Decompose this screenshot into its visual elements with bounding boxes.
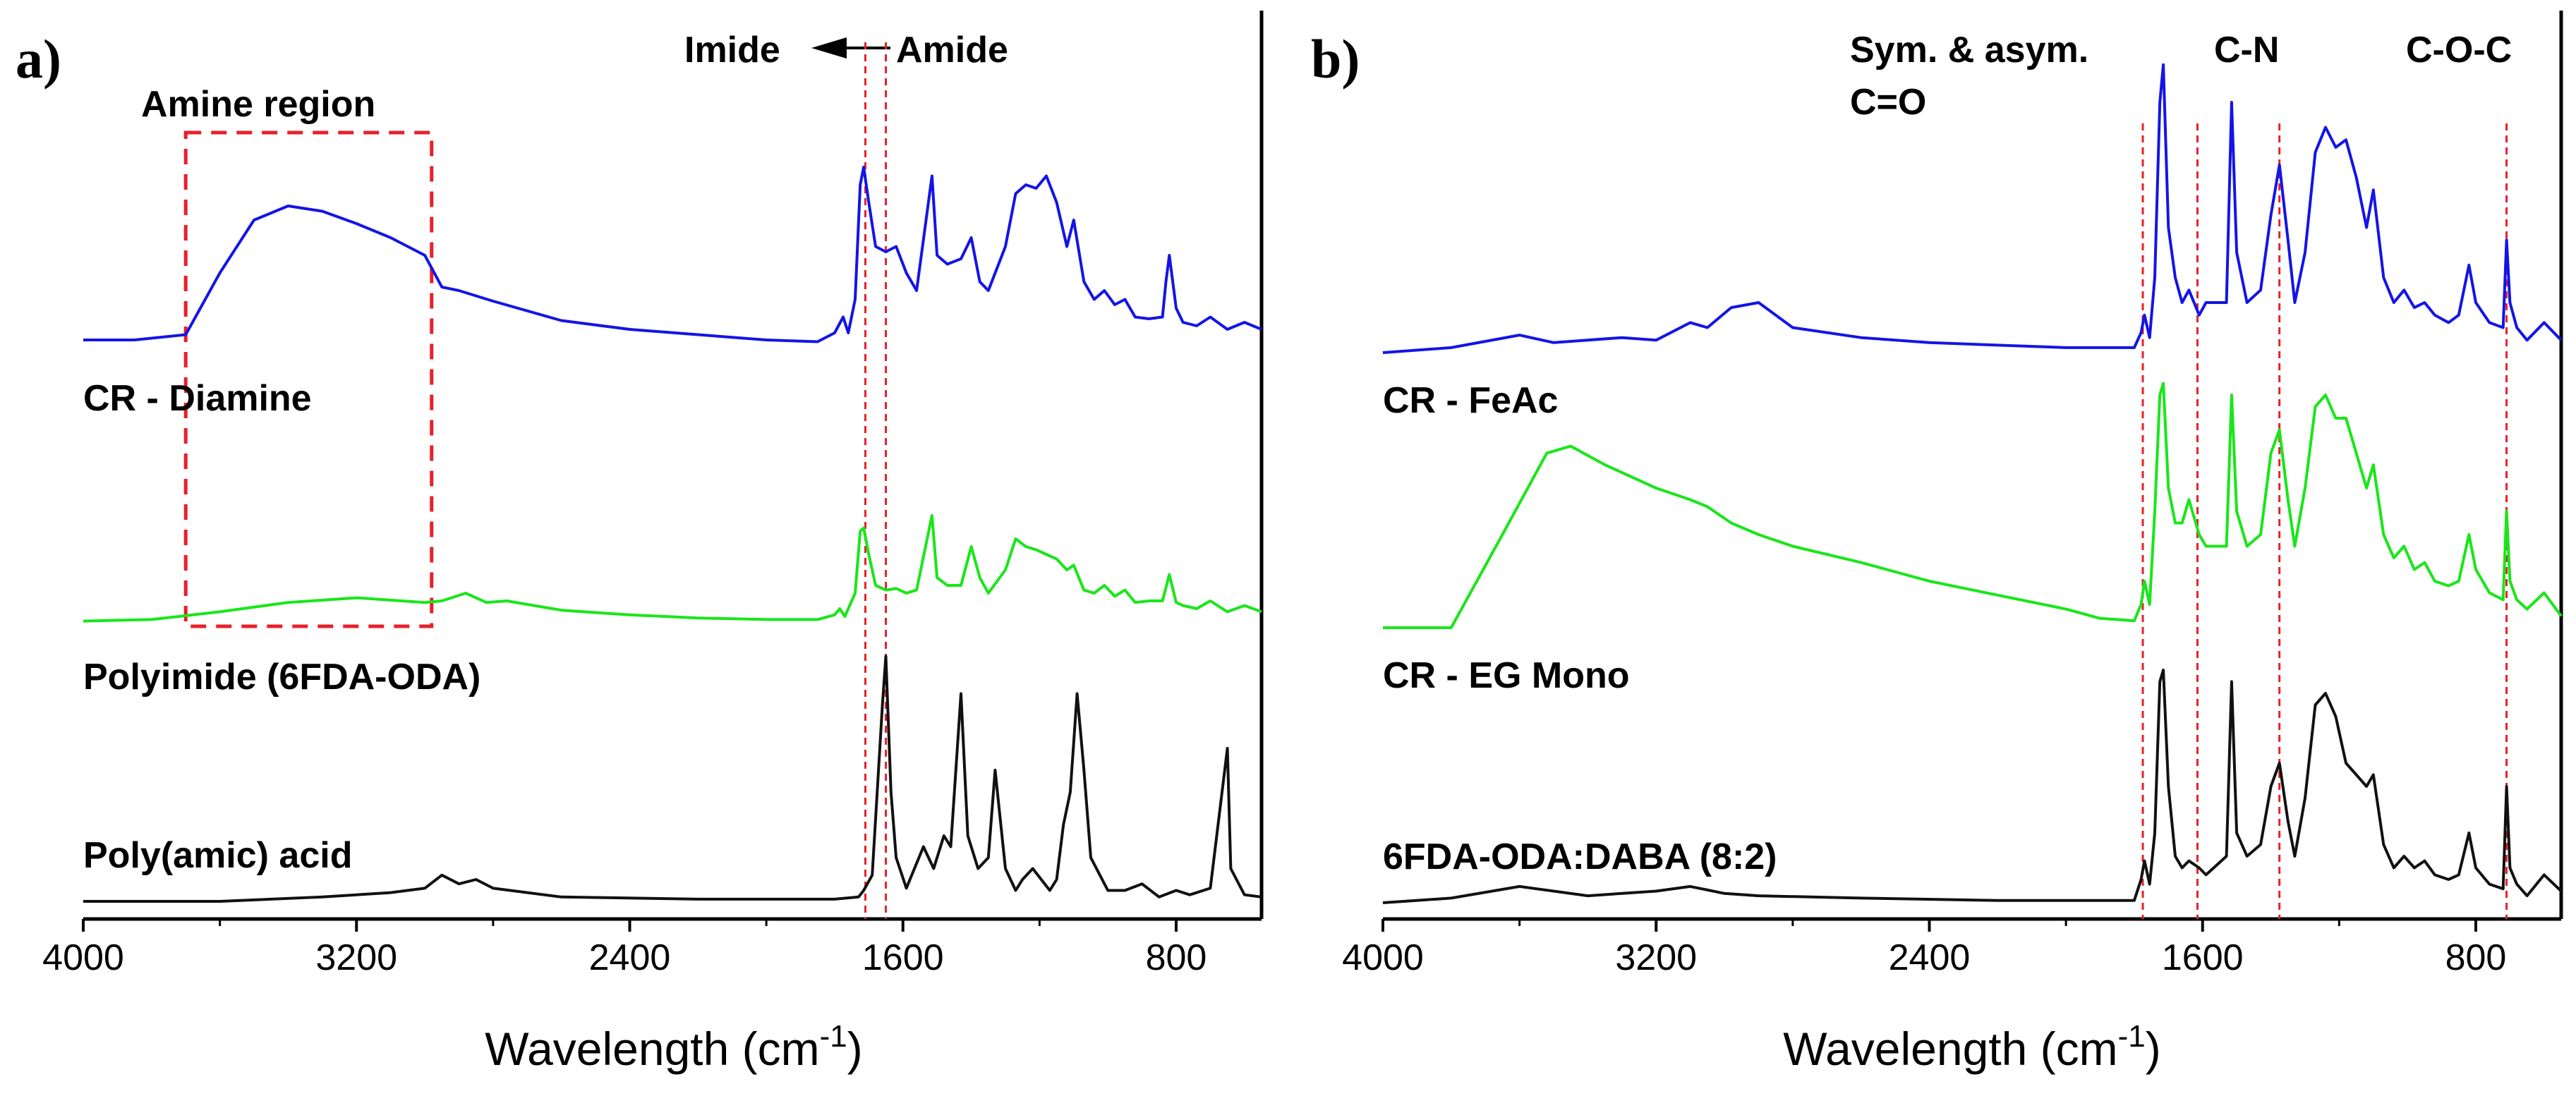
trace-label-cr-eg-mono: CR - EG Mono xyxy=(1383,655,1630,696)
panel-b-letter: b) xyxy=(1311,28,1360,90)
x-tick-label-0-2: 2400 xyxy=(589,937,671,978)
panel-a-marker-lines xyxy=(864,42,888,919)
trace-1-0 xyxy=(1382,63,2563,354)
trace-label-6fda-oda-daba: 6FDA-ODA:DABA (8:2) xyxy=(1383,836,1777,877)
trace-label-polyamic-acid: Poly(amic) acid xyxy=(83,835,352,876)
x-tick-label-0-1: 3200 xyxy=(315,937,397,978)
x-tick-label-1-1: 3200 xyxy=(1615,937,1697,978)
x-tick-label-1-2: 2400 xyxy=(1889,937,1971,978)
imide-label: Imide xyxy=(684,30,780,71)
amine-region-label: Amine region xyxy=(141,84,375,125)
imide-amide-arrowhead xyxy=(811,37,847,59)
amine-region-box xyxy=(183,130,434,628)
panel-a-letter: a) xyxy=(16,28,61,90)
panel-b: b) Sym. & asym. C=O C-N C-O-C 4000 3200 24… xyxy=(1311,11,2563,1075)
trace-0-0 xyxy=(83,166,1262,343)
coc-label: C-O-C xyxy=(2406,30,2512,71)
x-tick-label-0-0: 4000 xyxy=(42,937,124,978)
trace-1-2 xyxy=(1382,669,2563,904)
trace-1-1 xyxy=(1383,382,2563,629)
x-tick-label-0-3: 1600 xyxy=(862,937,944,978)
x-tick-label-0-4: 800 xyxy=(1146,937,1207,978)
panel-b-x-title: Wavelength (cm-1) xyxy=(1783,1019,2160,1075)
panel-a: a) Amine region Imide Amide 4000 3200 2400… xyxy=(16,11,1264,1075)
panel-b-traces xyxy=(1382,63,2563,904)
trace-label-polyimide: Polyimide (6FDA-ODA) xyxy=(83,657,480,698)
panel-a-traces xyxy=(83,166,1262,903)
panel-a-x-title: Wavelength (cm-1) xyxy=(485,1019,862,1075)
trace-label-cr-diamine: CR - Diamine xyxy=(83,378,312,419)
trace-label-cr-feac: CR - FeAc xyxy=(1383,380,1558,421)
cn-label: C-N xyxy=(2214,30,2279,71)
co-label-line2: C=O xyxy=(1850,82,1926,123)
panel-b-x-ticks: 4000 3200 2400 1600 800 xyxy=(1342,919,2506,978)
panel-b-marker-lines xyxy=(2141,123,2508,919)
x-tick-label-1-3: 1600 xyxy=(2162,937,2244,978)
x-tick-label-1-0: 4000 xyxy=(1342,937,1424,978)
amide-label: Amide xyxy=(896,30,1008,71)
trace-0-2 xyxy=(83,655,1262,903)
co-label-line1: Sym. & asym. xyxy=(1850,30,2088,71)
trace-0-1 xyxy=(83,514,1262,623)
x-tick-label-1-4: 800 xyxy=(2445,937,2507,978)
panel-a-x-ticks: 4000 3200 2400 1600 800 xyxy=(42,919,1207,978)
